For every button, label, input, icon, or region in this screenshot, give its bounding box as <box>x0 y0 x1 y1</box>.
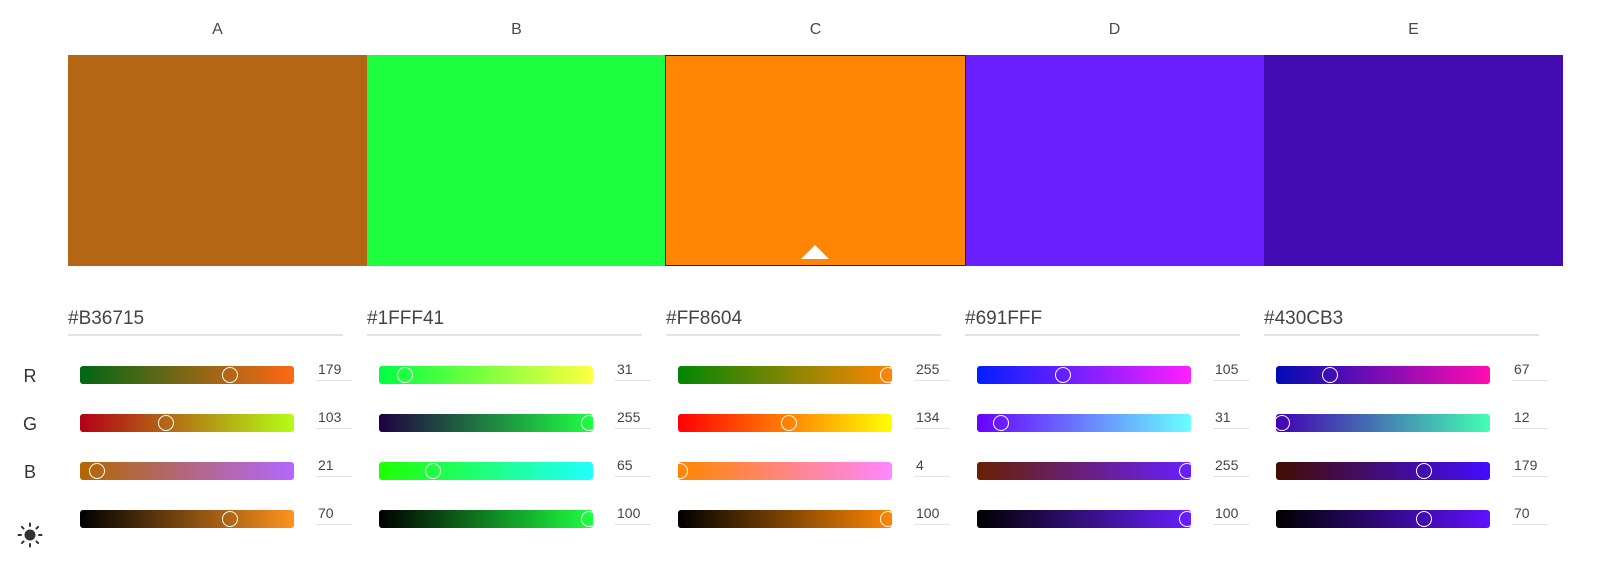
selected-caret-icon <box>801 245 830 259</box>
red-value-c[interactable]: 255 <box>914 360 950 381</box>
green-slider-e[interactable] <box>1274 414 1490 432</box>
green-value-d[interactable]: 31 <box>1213 408 1249 429</box>
brightness-slider-e[interactable] <box>1276 510 1490 528</box>
green-slider-thumb-c[interactable] <box>781 415 798 431</box>
green-slider-d[interactable] <box>977 414 1191 432</box>
brightness-value-e[interactable]: 70 <box>1512 504 1548 525</box>
brightness-value-b[interactable]: 100 <box>615 504 651 525</box>
red-slider-thumb-a[interactable] <box>221 367 238 383</box>
hex-field-b[interactable]: #1FFF41 <box>367 300 642 336</box>
brightness-slider-d[interactable] <box>977 510 1195 528</box>
column-letter-c: C <box>809 21 822 38</box>
green-slider-thumb-e[interactable] <box>1274 415 1291 431</box>
color-swatch-a[interactable] <box>68 55 367 266</box>
green-value-b[interactable]: 255 <box>615 408 651 429</box>
blue-slider-thumb-c[interactable] <box>672 463 689 479</box>
red-slider-c[interactable] <box>678 366 896 384</box>
hex-field-e[interactable]: #430CB3 <box>1264 300 1539 336</box>
red-slider-thumb-b[interactable] <box>396 367 413 383</box>
brightness-value-c[interactable]: 100 <box>914 504 950 525</box>
blue-slider-c[interactable] <box>672 462 892 480</box>
row-label-g: G <box>22 414 37 434</box>
brightness-slider-thumb-b[interactable] <box>580 511 597 527</box>
red-slider-e[interactable] <box>1276 366 1490 384</box>
column-letters: A B C D E <box>68 18 1563 42</box>
green-slider-a[interactable] <box>80 414 294 432</box>
column-letter-a: A <box>212 21 223 38</box>
red-slider-a[interactable] <box>80 366 294 384</box>
blue-value-c[interactable]: 4 <box>914 456 950 477</box>
swatch-strip <box>68 55 1563 266</box>
green-slider-b[interactable] <box>379 414 597 432</box>
brightness-value-a[interactable]: 70 <box>316 504 352 525</box>
color-swatch-c[interactable] <box>665 55 966 266</box>
blue-slider-thumb-d[interactable] <box>1178 463 1195 479</box>
column-letter-b: B <box>511 21 522 38</box>
blue-value-d[interactable]: 255 <box>1213 456 1249 477</box>
sun-icon <box>17 522 43 548</box>
hex-field-c[interactable]: #FF8604 <box>666 300 941 336</box>
color-swatch-e[interactable] <box>1264 55 1563 266</box>
brightness-value-d[interactable]: 100 <box>1213 504 1249 525</box>
red-slider-b[interactable] <box>379 366 593 384</box>
blue-slider-thumb-e[interactable] <box>1415 463 1432 479</box>
blue-value-b[interactable]: 65 <box>615 456 651 477</box>
blue-slider-d[interactable] <box>977 462 1195 480</box>
color-swatch-b[interactable] <box>366 55 666 266</box>
color-swatch-d[interactable] <box>965 55 1265 266</box>
column-letter-d: D <box>1108 21 1121 38</box>
brightness-slider-thumb-d[interactable] <box>1178 511 1195 527</box>
blue-slider-a[interactable] <box>80 462 294 480</box>
brightness-slider-thumb-e[interactable] <box>1415 511 1432 527</box>
blue-slider-thumb-a[interactable] <box>89 463 106 479</box>
green-slider-thumb-a[interactable] <box>157 415 174 431</box>
green-value-a[interactable]: 103 <box>316 408 352 429</box>
blue-slider-e[interactable] <box>1276 462 1490 480</box>
blue-value-a[interactable]: 21 <box>316 456 352 477</box>
red-slider-d[interactable] <box>977 366 1191 384</box>
red-slider-thumb-d[interactable] <box>1054 367 1071 383</box>
hex-field-a[interactable]: #B36715 <box>68 300 343 336</box>
brightness-slider-thumb-c[interactable] <box>879 511 896 527</box>
green-value-e[interactable]: 12 <box>1512 408 1548 429</box>
green-slider-c[interactable] <box>678 414 892 432</box>
blue-slider-b[interactable] <box>379 462 593 480</box>
red-value-d[interactable]: 105 <box>1213 360 1249 381</box>
red-value-e[interactable]: 67 <box>1512 360 1548 381</box>
column-letter-e: E <box>1408 21 1419 38</box>
brightness-slider-a[interactable] <box>80 510 294 528</box>
green-slider-thumb-d[interactable] <box>992 415 1009 431</box>
red-slider-thumb-c[interactable] <box>879 367 896 383</box>
row-label-b: B <box>23 462 36 482</box>
green-slider-thumb-b[interactable] <box>580 415 597 431</box>
red-value-a[interactable]: 179 <box>316 360 352 381</box>
red-value-b[interactable]: 31 <box>615 360 651 381</box>
hex-field-d[interactable]: #691FFF <box>965 300 1240 336</box>
brightness-slider-thumb-a[interactable] <box>221 511 238 527</box>
brightness-slider-c[interactable] <box>678 510 896 528</box>
green-value-c[interactable]: 134 <box>914 408 950 429</box>
red-slider-thumb-e[interactable] <box>1321 367 1338 383</box>
brightness-slider-b[interactable] <box>379 510 597 528</box>
blue-slider-thumb-b[interactable] <box>424 463 441 479</box>
blue-value-e[interactable]: 179 <box>1512 456 1548 477</box>
row-label-r: R <box>23 366 37 386</box>
